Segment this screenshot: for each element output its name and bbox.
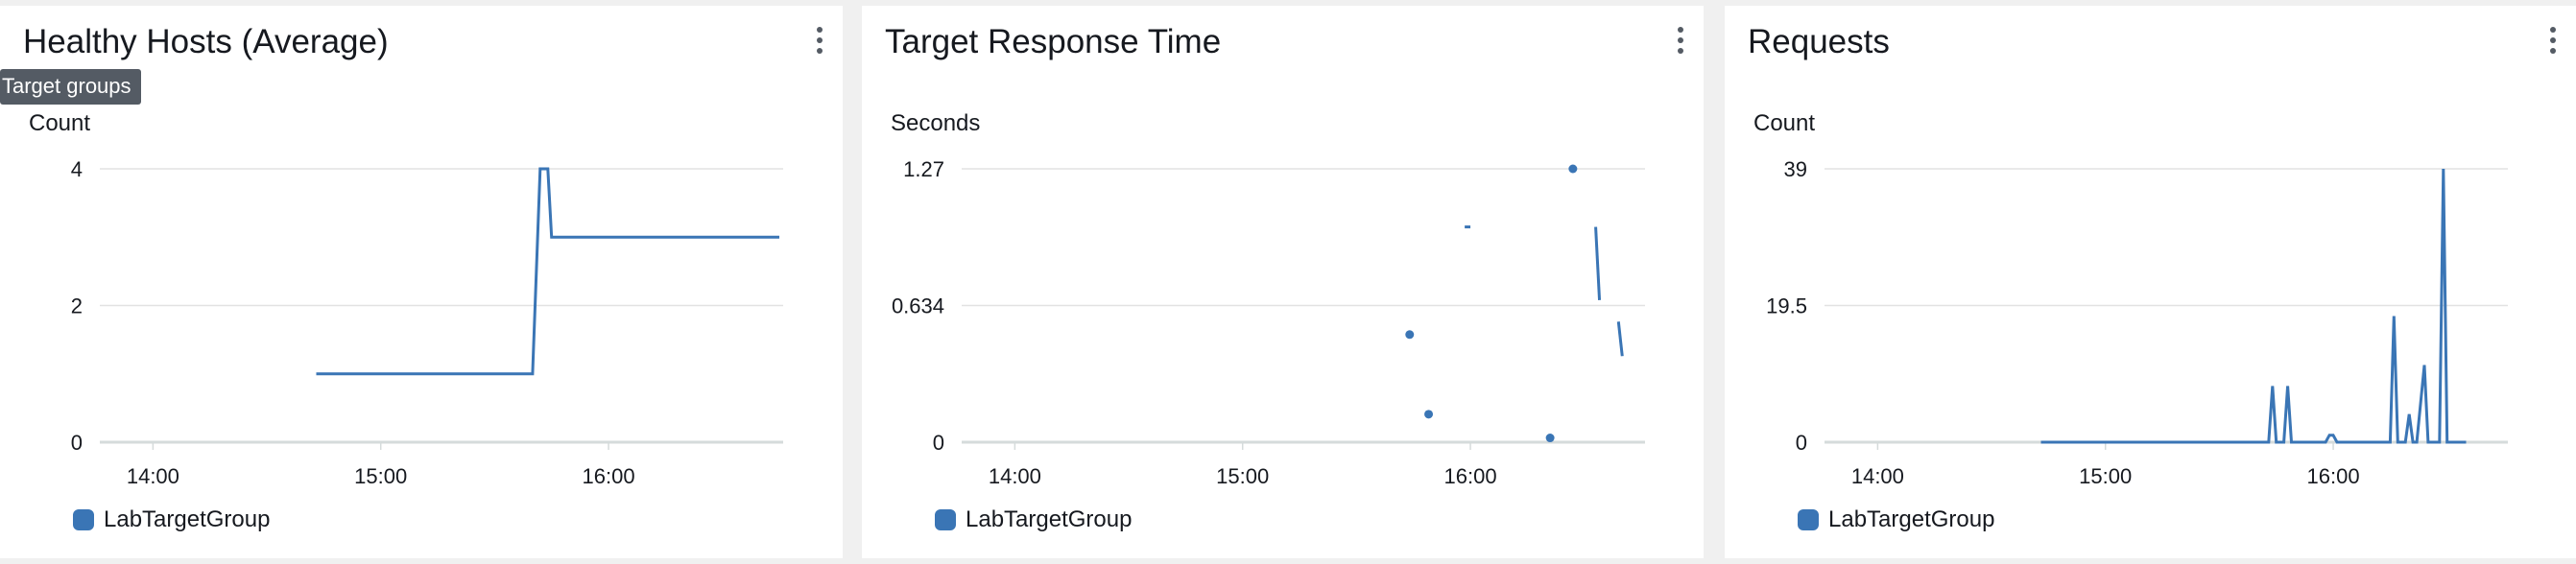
legend-item[interactable]: LabTargetGroup — [73, 506, 270, 533]
legend-label: LabTargetGroup — [1828, 506, 1995, 532]
x-tick-label: 14:00 — [1851, 464, 1904, 488]
kebab-vertical-icon — [2550, 27, 2556, 33]
legend-item[interactable]: LabTargetGroup — [1798, 506, 1994, 533]
legend-label: LabTargetGroup — [966, 506, 1133, 532]
widget-menu-button[interactable] — [812, 27, 827, 59]
y-tick-label: 39 — [1784, 157, 1807, 181]
series-line — [2040, 168, 2467, 444]
kebab-vertical-icon — [1678, 27, 1683, 33]
widget-menu-button[interactable] — [2545, 27, 2561, 59]
x-tick-label: 16:00 — [1444, 464, 1497, 488]
y-tick-label: 0 — [1796, 431, 1807, 455]
widget-target-response-time: Target Response Time Seconds 0 0.634 1.27 14… — [862, 6, 1704, 558]
x-tick-label: 16:00 — [583, 464, 635, 488]
y-tick-label: 0 — [71, 431, 83, 455]
data-point — [1405, 330, 1415, 340]
y-axis-label: Seconds — [891, 110, 980, 136]
y-axis-label: Count — [29, 110, 90, 136]
widget-menu-button[interactable] — [1673, 27, 1688, 59]
legend-item[interactable]: LabTargetGroup — [935, 506, 1132, 533]
y-tick-label: 0.634 — [892, 294, 944, 318]
y-tick-label: 19.5 — [1766, 294, 1807, 318]
x-tick-label: 16:00 — [2307, 464, 2360, 488]
legend-label: LabTargetGroup — [104, 506, 271, 532]
widget-title: Healthy Hosts (Average) — [23, 23, 389, 60]
series-line — [316, 167, 779, 376]
x-tick-label: 15:00 — [2079, 464, 2132, 488]
y-tick-label: 0 — [933, 431, 944, 455]
legend-swatch — [1798, 509, 1819, 530]
data-point — [1424, 410, 1434, 419]
widget-requests: Requests Count 0 19.5 39 14:00 15:00 16:00 Lab… — [1725, 6, 2576, 558]
widget-title: Target Response Time — [885, 23, 1222, 60]
data-point — [1545, 434, 1555, 443]
chart-target-response-time: Seconds 0 0.634 1.27 14:00 15:00 16:00 — [891, 110, 1645, 488]
series-segment — [1594, 226, 1602, 300]
chart-healthy-hosts: Count 0 2 4 14:00 15:00 16:00 — [29, 110, 783, 488]
x-tick-label: 14:00 — [127, 464, 179, 488]
kebab-vertical-icon — [817, 27, 823, 33]
chart-requests: Count 0 19.5 39 14:00 15:00 16:00 — [1753, 110, 2508, 488]
y-tick-label: 2 — [71, 294, 83, 318]
legend-swatch — [73, 509, 94, 530]
x-tick-label: 15:00 — [1216, 464, 1269, 488]
x-tick-label: 14:00 — [989, 464, 1041, 488]
y-tick-label: 1.27 — [903, 157, 944, 181]
x-tick-label: 15:00 — [354, 464, 407, 488]
series-segment — [1616, 321, 1624, 357]
tooltip-target-groups: Target groups — [0, 69, 141, 105]
legend-swatch — [935, 509, 956, 530]
y-axis-label: Count — [1753, 110, 1815, 136]
widget-title: Requests — [1748, 23, 1890, 60]
y-tick-label: 4 — [71, 157, 83, 181]
data-point — [1568, 164, 1578, 174]
